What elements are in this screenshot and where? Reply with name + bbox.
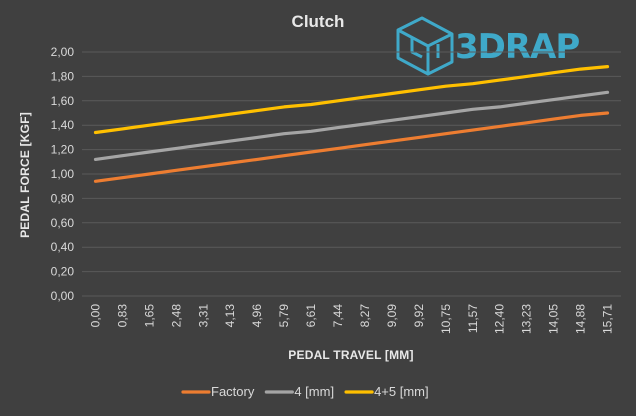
y-tick-label: 0,80 xyxy=(51,191,75,205)
x-tick-label: 9,92 xyxy=(412,304,426,328)
x-tick-label: 0,83 xyxy=(115,304,129,328)
x-tick-label: 10,75 xyxy=(439,304,453,334)
x-tick-label: 1,65 xyxy=(142,304,156,328)
legend-label-4-mm: 4 [mm] xyxy=(294,384,334,399)
logo-text: 3DRAP xyxy=(455,27,579,67)
x-tick-label: 12,40 xyxy=(493,304,507,334)
y-tick-label: 1,00 xyxy=(51,167,75,181)
x-tick-label: 6,61 xyxy=(304,304,318,328)
y-tick-label: 1,40 xyxy=(51,118,75,132)
x-tick-label: 7,44 xyxy=(331,304,345,328)
y-axis-label: PEDAL FORCE [KGF] xyxy=(18,112,32,238)
x-tick-label: 15,71 xyxy=(601,304,615,334)
y-axis-ticks: 0,00 0,20 0,40 0,60 0,80 1,00 1,20 1,40 1,60 1,80… xyxy=(51,45,75,303)
series-lines xyxy=(93,64,610,183)
x-tick-label: 14,05 xyxy=(547,304,561,334)
y-tick-label: 0,40 xyxy=(51,240,75,254)
y-tick-label: 0,60 xyxy=(51,216,75,230)
x-tick-label: 0,00 xyxy=(88,304,102,328)
x-tick-label: 2,48 xyxy=(169,304,183,328)
x-tick-label: 9,09 xyxy=(385,304,399,328)
y-tick-label: 1,80 xyxy=(51,69,75,83)
legend-label-factory: Factory xyxy=(211,384,255,399)
legend-label-4-5-mm: 4+5 [mm] xyxy=(374,384,429,399)
gridlines xyxy=(82,51,621,297)
x-tick-label: 13,23 xyxy=(520,304,534,334)
x-tick-label: 14,88 xyxy=(574,304,588,334)
series-line-4-5-mm xyxy=(93,64,610,135)
y-tick-label: 1,60 xyxy=(51,94,75,108)
x-tick-label: 3,31 xyxy=(196,304,210,328)
legend: Factory 4 [mm] 4+5 [mm] xyxy=(181,384,429,399)
series-line-4-mm xyxy=(93,90,610,161)
x-axis-ticks: 0,00 0,83 1,65 2,48 3,31 4,13 4,96 5,79 6,61 7,44… xyxy=(88,304,614,334)
y-tick-label: 0,00 xyxy=(51,289,75,303)
series-line-factory xyxy=(93,111,610,183)
x-tick-label: 4,96 xyxy=(250,304,264,328)
y-tick-label: 0,20 xyxy=(51,265,75,279)
3drap-logo: 3DRAP xyxy=(396,16,580,76)
x-axis-label: PEDAL TRAVEL [MM] xyxy=(288,348,413,362)
y-tick-label: 1,20 xyxy=(51,143,75,157)
x-tick-label: 5,79 xyxy=(277,304,291,328)
chart-title: Clutch xyxy=(292,12,345,31)
y-tick-label: 2,00 xyxy=(51,45,75,59)
x-tick-label: 11,57 xyxy=(466,304,480,333)
x-tick-label: 8,27 xyxy=(358,304,372,328)
x-tick-label: 4,13 xyxy=(223,304,237,328)
cube-logo-icon xyxy=(396,16,454,76)
